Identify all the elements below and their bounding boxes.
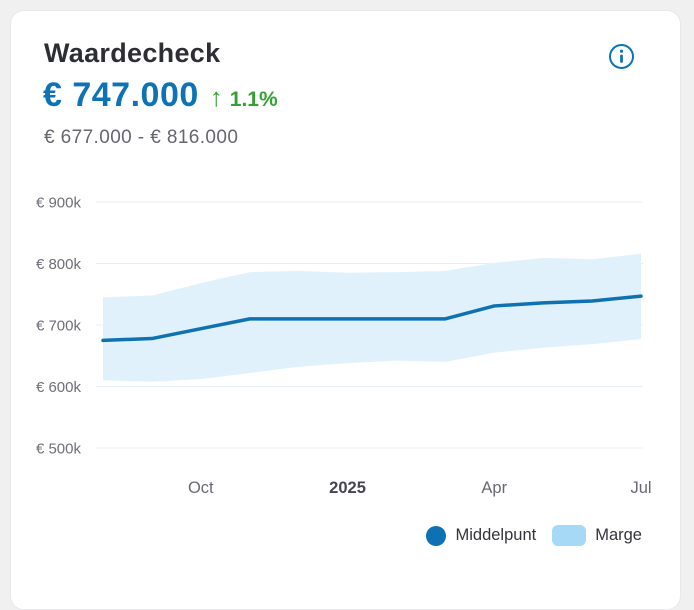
page-title: Waardecheck — [44, 38, 221, 68]
y-tick-label: € 500k — [36, 441, 82, 458]
waardecheck-card: Waardecheck € 747.000 ↑ 1.1% € 677.000 -… — [10, 10, 681, 610]
x-tick-label: Oct — [188, 479, 214, 497]
info-icon — [609, 44, 634, 69]
value-row: € 747.000 ↑ 1.1% — [43, 76, 680, 115]
legend-label-middelpunt: Middelpunt — [455, 526, 537, 544]
chart-area[interactable]: € 900k € 800k € 700k € 600k € 500k Oct 2025 Apr… — [11, 183, 682, 508]
y-tick-label: € 900k — [36, 195, 82, 212]
trend-up-arrow-icon: ↑ — [209, 82, 223, 112]
marge-marker-icon — [552, 525, 587, 546]
legend-item-marge[interactable]: Marge — [552, 525, 642, 546]
x-tick-label: Apr — [481, 479, 507, 497]
y-tick-label: € 800k — [36, 256, 82, 273]
chart-legend: Middelpunt Marge — [426, 525, 642, 546]
y-tick-label: € 700k — [36, 318, 82, 335]
info-button[interactable] — [608, 43, 635, 70]
x-tick-label: 2025 — [329, 479, 366, 497]
middelpunt-marker-icon — [426, 525, 447, 546]
legend-label-marge: Marge — [595, 526, 642, 544]
current-value: € 747.000 — [43, 76, 199, 114]
x-tick-label: Jul — [630, 479, 651, 497]
legend-item-middelpunt[interactable]: Middelpunt — [426, 525, 537, 546]
chart-canvas[interactable]: € 900k € 800k € 700k € 600k € 500k Oct 2025 Apr… — [11, 183, 682, 508]
middelpunt-line — [101, 294, 643, 343]
trend-percentage: 1.1% — [229, 88, 278, 111]
value-range: € 677.000 - € 816.000 — [44, 127, 239, 148]
y-tick-label: € 600k — [36, 379, 82, 396]
